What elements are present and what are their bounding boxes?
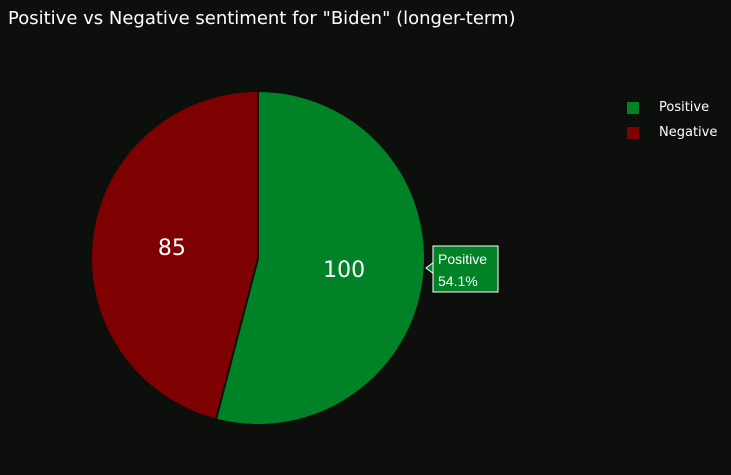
tooltip-label: Positive [438, 251, 487, 267]
pie-slices [90, 89, 426, 426]
legend: Positive Negative [627, 98, 717, 148]
legend-item-positive[interactable]: Positive [627, 98, 717, 117]
legend-swatch-positive [627, 101, 639, 114]
slice-label-positive: 100 [323, 258, 365, 283]
pie-slice-positive[interactable] [214, 89, 426, 426]
tooltip-box [432, 245, 499, 293]
pie-slice-labels: 100 85 [158, 236, 365, 283]
legend-item-negative[interactable]: Negative [627, 123, 717, 142]
legend-label-negative: Negative [659, 125, 718, 140]
pie-slice-negative[interactable] [90, 89, 259, 421]
chart-title: Positive vs Negative sentiment for "Bide… [8, 8, 516, 29]
slice-label-negative: 85 [158, 236, 186, 261]
legend-label-positive: Positive [659, 100, 710, 115]
hover-tooltip: Positive 54.1% [425, 245, 499, 293]
legend-swatch-negative [627, 126, 639, 139]
tooltip-percent: 54.1% [438, 273, 478, 289]
